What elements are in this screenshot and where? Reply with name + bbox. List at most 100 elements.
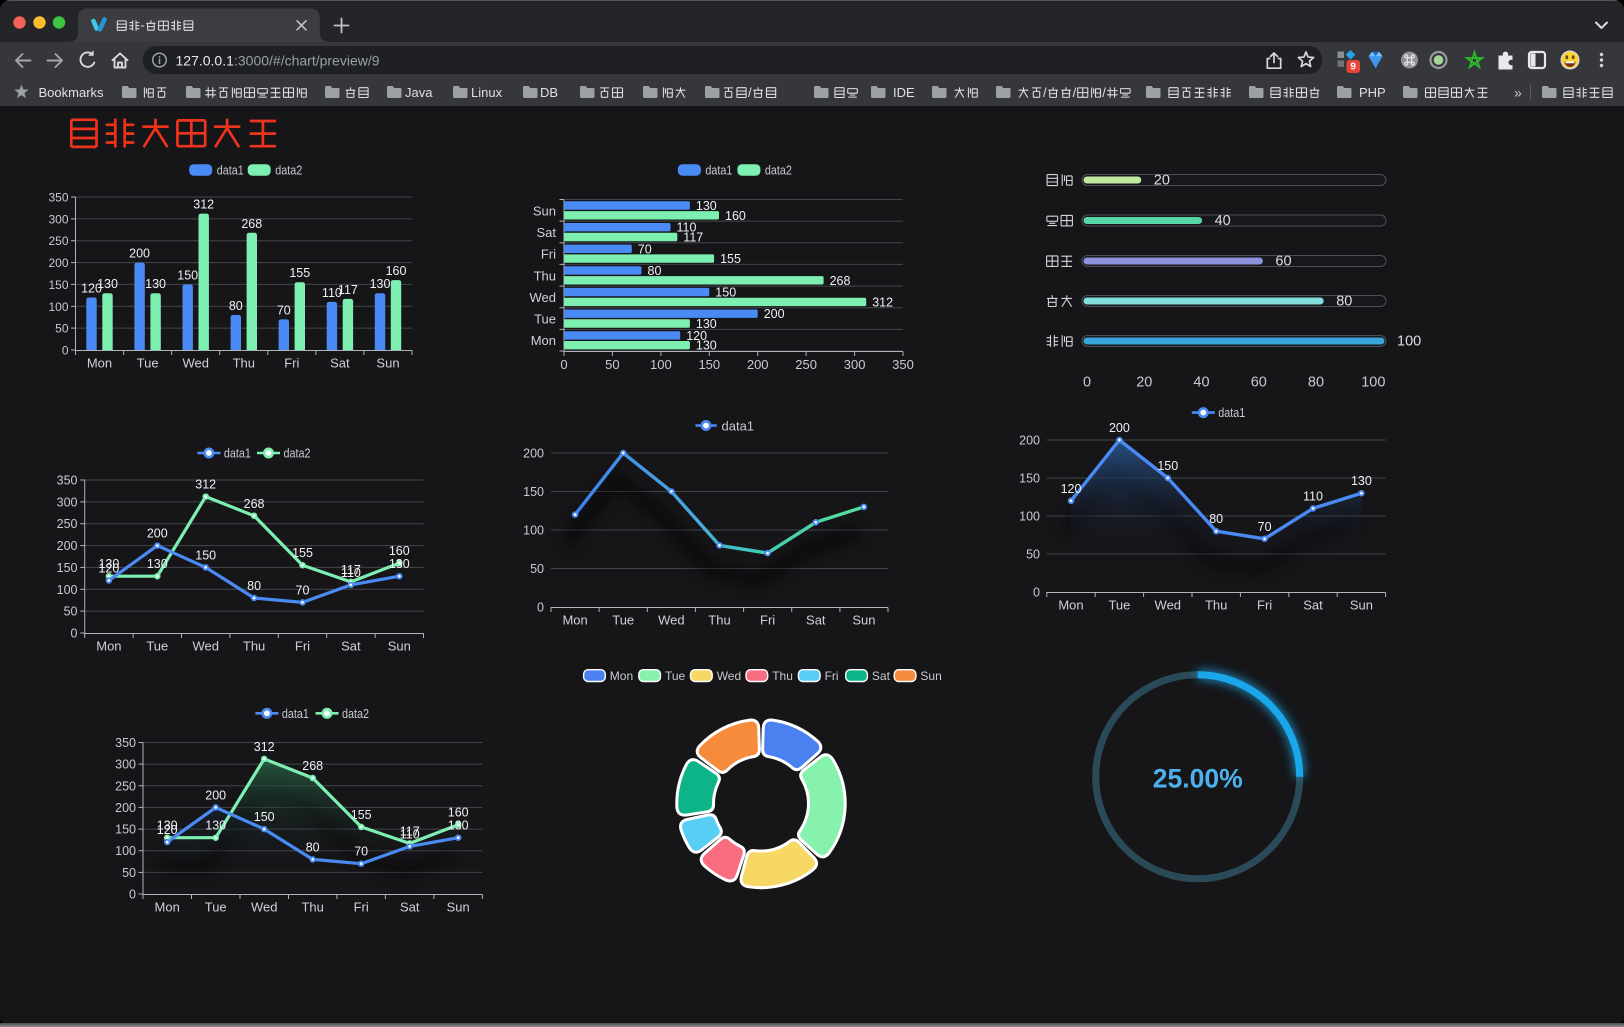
svg-text:200: 200 xyxy=(764,307,785,321)
svg-text:/: / xyxy=(748,85,752,100)
svg-text:130: 130 xyxy=(98,557,119,571)
svg-text:Wed: Wed xyxy=(1155,598,1182,613)
svg-text:Fri: Fri xyxy=(295,639,310,654)
svg-text:DB: DB xyxy=(540,85,558,100)
svg-text:50: 50 xyxy=(1026,548,1040,562)
svg-text:data2: data2 xyxy=(284,447,311,461)
svg-text:PHP: PHP xyxy=(1359,85,1386,100)
svg-text:Tue: Tue xyxy=(146,639,168,654)
svg-text:Wed: Wed xyxy=(658,613,685,628)
svg-text:120: 120 xyxy=(98,562,119,576)
svg-text:Sat: Sat xyxy=(330,356,350,371)
svg-text:data1: data1 xyxy=(282,707,309,721)
svg-text:268: 268 xyxy=(244,497,265,511)
svg-text:110: 110 xyxy=(322,286,342,300)
svg-text:120: 120 xyxy=(686,329,707,343)
svg-text:117: 117 xyxy=(341,563,361,577)
svg-text:0: 0 xyxy=(537,601,544,615)
svg-text:Sat: Sat xyxy=(536,225,556,240)
svg-text:130: 130 xyxy=(97,277,118,291)
svg-text:155: 155 xyxy=(351,808,372,822)
svg-text:20: 20 xyxy=(1154,173,1170,189)
svg-text:350: 350 xyxy=(48,191,68,205)
svg-text:160: 160 xyxy=(386,264,407,278)
svg-text:155: 155 xyxy=(292,546,313,560)
svg-text:data1: data1 xyxy=(217,163,244,177)
svg-text:Tue: Tue xyxy=(1108,598,1130,613)
svg-text:200: 200 xyxy=(115,801,136,815)
svg-text:80: 80 xyxy=(1209,512,1223,526)
svg-text:/: / xyxy=(1073,85,1077,100)
svg-text:Wed: Wed xyxy=(530,290,557,305)
svg-text:80: 80 xyxy=(229,299,243,313)
svg-text:data1: data1 xyxy=(722,419,755,434)
svg-text:80: 80 xyxy=(1308,375,1324,391)
svg-text:150: 150 xyxy=(195,548,216,562)
svg-text:160: 160 xyxy=(448,806,469,820)
svg-text:Thu: Thu xyxy=(534,268,556,283)
svg-text:Mon: Mon xyxy=(562,613,587,628)
svg-text:80: 80 xyxy=(306,840,320,854)
svg-text:Sun: Sun xyxy=(388,639,411,654)
svg-text:60: 60 xyxy=(1275,254,1291,270)
svg-text:100: 100 xyxy=(523,524,544,538)
svg-text:160: 160 xyxy=(389,544,410,558)
svg-text:100: 100 xyxy=(48,300,68,314)
svg-text:100: 100 xyxy=(57,583,78,597)
svg-text:Mon: Mon xyxy=(531,333,556,348)
svg-text:300: 300 xyxy=(844,357,866,372)
svg-text:Mon: Mon xyxy=(87,356,112,371)
svg-text:Wed: Wed xyxy=(717,669,741,683)
svg-text:200: 200 xyxy=(523,447,544,461)
svg-text:9: 9 xyxy=(1350,61,1356,72)
svg-text:-: - xyxy=(141,19,145,33)
svg-text:130: 130 xyxy=(389,557,410,571)
svg-text:Mon: Mon xyxy=(610,669,633,683)
svg-text:data2: data2 xyxy=(342,707,369,721)
svg-text:130: 130 xyxy=(145,277,166,291)
svg-text:Tue: Tue xyxy=(205,900,227,915)
svg-text:50: 50 xyxy=(605,357,619,372)
svg-text:70: 70 xyxy=(638,242,652,256)
svg-text:Sun: Sun xyxy=(852,613,875,628)
svg-text:200: 200 xyxy=(147,527,168,541)
svg-text:250: 250 xyxy=(48,234,68,248)
svg-text:268: 268 xyxy=(830,274,851,288)
svg-text:data1: data1 xyxy=(224,447,251,461)
svg-text:350: 350 xyxy=(892,357,914,372)
svg-text:150: 150 xyxy=(715,286,736,300)
svg-text:Wed: Wed xyxy=(182,356,209,371)
svg-text:130: 130 xyxy=(1351,474,1372,488)
svg-text:Sat: Sat xyxy=(1303,598,1323,613)
svg-text:Mon: Mon xyxy=(96,639,121,654)
svg-text:160: 160 xyxy=(725,209,746,223)
svg-text:80: 80 xyxy=(1336,294,1352,310)
svg-text:130: 130 xyxy=(696,199,717,213)
svg-text:110: 110 xyxy=(1303,489,1323,503)
svg-text:0: 0 xyxy=(1083,375,1091,391)
svg-text:Sat: Sat xyxy=(400,900,420,915)
svg-text:130: 130 xyxy=(157,819,178,833)
svg-text:data2: data2 xyxy=(275,163,302,177)
svg-text:0: 0 xyxy=(62,344,69,358)
svg-text:300: 300 xyxy=(115,758,136,772)
svg-text:120: 120 xyxy=(1061,482,1082,496)
svg-text:200: 200 xyxy=(205,788,226,802)
svg-text:40: 40 xyxy=(1193,375,1209,391)
svg-text:250: 250 xyxy=(795,357,817,372)
svg-text:80: 80 xyxy=(247,579,261,593)
svg-text:268: 268 xyxy=(302,759,323,773)
svg-text::3000/#/chart/preview/9: :3000/#/chart/preview/9 xyxy=(234,53,380,69)
svg-text:70: 70 xyxy=(296,583,310,597)
svg-text:100: 100 xyxy=(1019,510,1040,524)
svg-text:Tue: Tue xyxy=(665,669,686,683)
svg-text:Thu: Thu xyxy=(243,639,265,654)
svg-text:0: 0 xyxy=(129,888,136,902)
svg-text:150: 150 xyxy=(698,357,720,372)
svg-text:130: 130 xyxy=(147,557,168,571)
svg-text:150: 150 xyxy=(1019,472,1040,486)
svg-text:150: 150 xyxy=(115,823,136,837)
svg-text:70: 70 xyxy=(354,845,368,859)
svg-text:Tue: Tue xyxy=(534,312,556,327)
svg-text:312: 312 xyxy=(195,478,216,492)
